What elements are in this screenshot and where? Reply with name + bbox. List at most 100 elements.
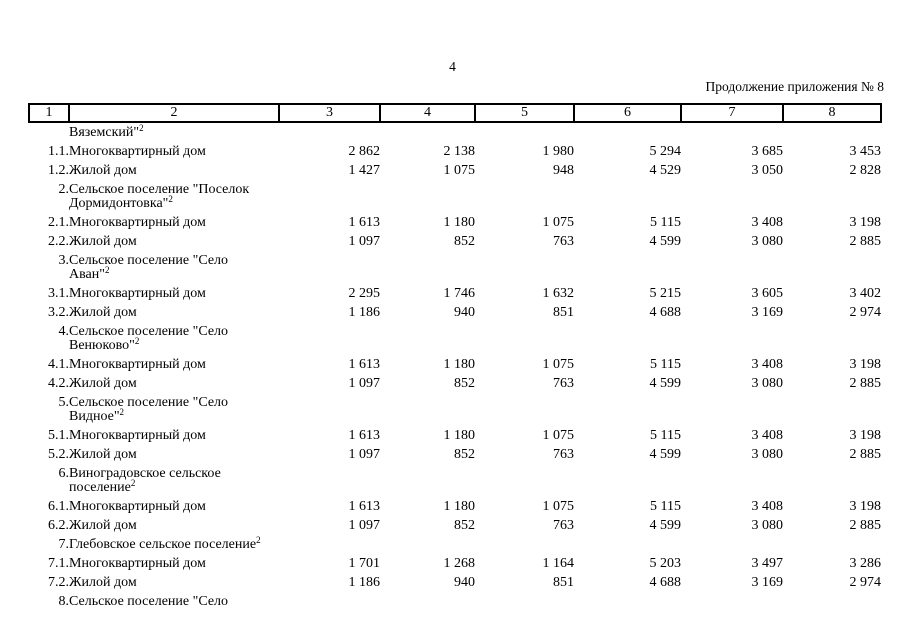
row-name: Жилой дом [69, 374, 279, 393]
row-value [681, 122, 783, 142]
row-name: Многоквартирный дом [69, 355, 279, 374]
row-value [783, 464, 881, 497]
row-value: 2 885 [849, 517, 882, 533]
row-value: 4 688 [649, 574, 682, 590]
row-value: 2 862 [348, 143, 381, 159]
row-value: 3 408 [751, 498, 784, 514]
row-number: 1.2. [48, 162, 69, 178]
row-value: 1 268 [443, 555, 476, 571]
row-value [475, 251, 574, 284]
row-value: 2 974 [849, 304, 882, 320]
table-row: 7.2. Жилой дом 1 186 940 851 4 688 3 169 2 974 [29, 573, 881, 592]
row-value: 1 097 [348, 375, 381, 391]
row-value: 3 080 [751, 233, 784, 249]
row-number: 7.1. [48, 555, 69, 571]
row-value [783, 122, 881, 142]
page-number: 4 [449, 59, 456, 74]
row-value [574, 464, 681, 497]
row-value [380, 535, 475, 554]
row-value: 2 885 [849, 375, 882, 391]
row-name-line2: Видное" [69, 408, 120, 424]
row-name: Многоквартирный дом [69, 142, 279, 161]
footnote-marker: 2 [139, 122, 144, 133]
row-value [279, 180, 380, 213]
row-value [380, 393, 475, 426]
row-name: Многоквартирный дом [69, 426, 279, 445]
row-name: Сельское поселение "Село Венюково"2 [69, 322, 279, 355]
row-name: Сельское поселение "Село [69, 592, 279, 611]
row-name-line1: Жилой дом [69, 162, 137, 178]
table-row: 4. Сельское поселение "Село Венюково"2 [29, 322, 881, 355]
row-value: 1 075 [542, 427, 575, 443]
row-name-line1: Жилой дом [69, 574, 137, 590]
row-value [574, 535, 681, 554]
row-name-line1: Виноградовское сельское [69, 465, 221, 481]
header-cell-7: 7 [680, 103, 784, 123]
row-value: 4 599 [649, 233, 682, 249]
row-number: 5.2. [48, 446, 69, 462]
row-value: 5 215 [649, 285, 682, 301]
row-name-line1: Многоквартирный дом [69, 427, 206, 443]
row-value: 4 529 [649, 162, 682, 178]
row-number: 6.1. [48, 498, 69, 514]
row-name: Жилой дом [69, 232, 279, 251]
row-name-line1: Вяземский" [69, 124, 140, 140]
row-value: 1 097 [348, 233, 381, 249]
row-value: 3 685 [751, 143, 784, 159]
row-name-line1: Сельское поселение "Село [69, 394, 229, 410]
row-value [279, 535, 380, 554]
row-number [29, 122, 69, 142]
table-row: 7. Глебовское сельское поселение2 [29, 535, 881, 554]
row-value: 5 115 [650, 356, 681, 372]
row-value [681, 592, 783, 611]
row-value [475, 535, 574, 554]
row-value: 2 974 [849, 574, 882, 590]
row-value: 851 [553, 574, 574, 590]
table-row: 8. Сельское поселение "Село [29, 592, 881, 611]
row-number: 6. [58, 465, 70, 481]
table-row: 1.2. Жилой дом 1 427 1 075 948 4 529 3 050 2 82… [29, 161, 881, 180]
row-value: 763 [553, 375, 574, 391]
row-value: 4 599 [649, 375, 682, 391]
row-value: 3 198 [849, 356, 882, 372]
row-value [279, 251, 380, 284]
row-value: 5 115 [650, 427, 681, 443]
row-value [783, 393, 881, 426]
row-value: 3 408 [751, 356, 784, 372]
row-value: 1 613 [348, 427, 381, 443]
row-value: 1 164 [542, 555, 575, 571]
row-value: 2 828 [849, 162, 882, 178]
row-number: 2.1. [48, 214, 69, 230]
table-row: 3.1. Многоквартирный дом 2 295 1 746 1 632 5 … [29, 284, 881, 303]
table-row: 5.2. Жилой дом 1 097 852 763 4 599 3 080 2 885 [29, 445, 881, 464]
row-name: Сельское поселение "Село Аван"2 [69, 251, 279, 284]
header-cell-1: 1 [28, 103, 70, 123]
table-row: 3. Сельское поселение "Село Аван"2 [29, 251, 881, 284]
row-value: 1 180 [443, 214, 476, 230]
row-value: 1 632 [542, 285, 575, 301]
row-value: 948 [553, 162, 574, 178]
row-value: 3 198 [849, 498, 882, 514]
appendix-continuation-note: Продолжение приложения № 8 [705, 79, 884, 94]
row-value: 1 180 [443, 498, 476, 514]
row-value: 1 613 [348, 498, 381, 514]
row-value: 852 [454, 446, 475, 462]
row-name-line1: Сельское поселение "Поселок [69, 181, 250, 197]
row-value: 2 138 [443, 143, 476, 159]
row-value: 763 [553, 446, 574, 462]
row-name-line1: Сельское поселение "Село [69, 593, 229, 609]
row-value: 5 203 [649, 555, 682, 571]
row-number: 2.2. [48, 233, 69, 249]
row-value: 1 427 [348, 162, 381, 178]
row-name-line1: Жилой дом [69, 233, 137, 249]
row-value [475, 180, 574, 213]
row-value: 1 180 [443, 427, 476, 443]
row-value [475, 122, 574, 142]
footnote-marker: 2 [119, 406, 125, 417]
table-row: 6. Виноградовское сельское поселение2 [29, 464, 881, 497]
row-name-line1: Жилой дом [69, 304, 137, 320]
row-value [279, 592, 380, 611]
row-value: 1 980 [542, 143, 575, 159]
row-value [279, 464, 380, 497]
